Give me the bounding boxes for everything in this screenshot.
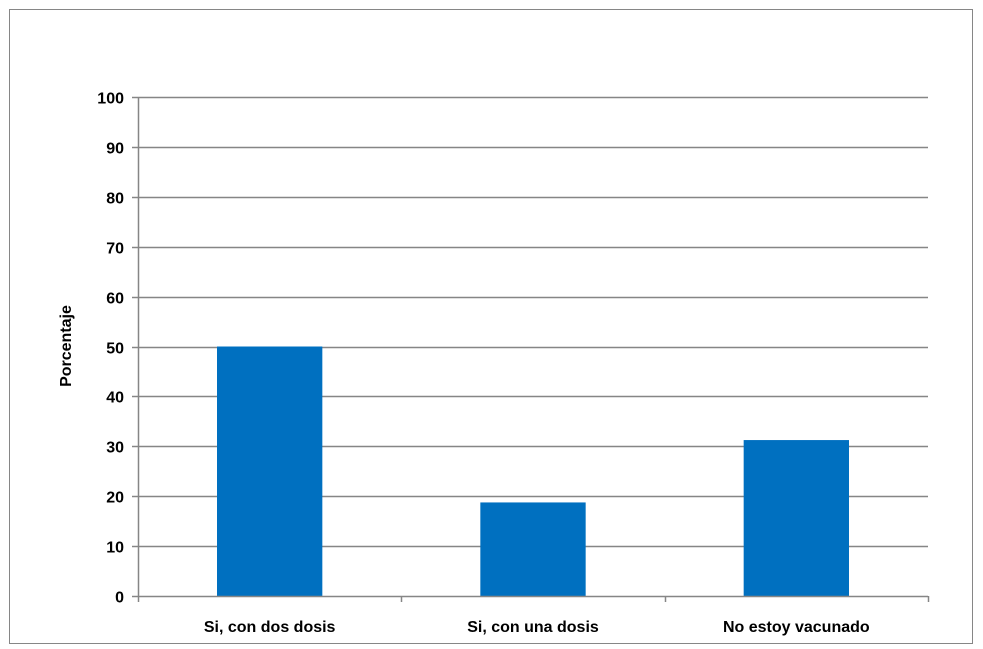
axes (132, 96, 930, 602)
y-axis-title: Porcentaje (58, 305, 75, 387)
y-tick-label: 100 (97, 91, 124, 108)
x-tick-label: No estoy vacunado (723, 619, 870, 636)
x-tick-labels: Si, con dos dosis Si, con una dosis No est… (204, 619, 870, 636)
x-tick-label: Si, con una dosis (467, 619, 599, 636)
bar-2 (480, 502, 586, 596)
y-tick-label: 0 (115, 590, 124, 607)
y-tick-label: 70 (106, 241, 124, 258)
y-tick-label: 20 (106, 490, 124, 507)
y-tick-label: 30 (106, 440, 124, 457)
bar-1 (217, 346, 323, 596)
y-tick-labels: 0 10 20 30 40 50 60 70 80 90 100 (97, 91, 124, 607)
y-tick-label: 10 (106, 540, 124, 557)
y-tick-label: 80 (106, 191, 124, 208)
y-tick-label: 90 (106, 141, 124, 158)
bars (217, 346, 849, 596)
x-tick-label: Si, con dos dosis (204, 619, 336, 636)
bar-3 (743, 440, 849, 596)
y-tick-label: 40 (106, 390, 124, 407)
y-tick-label: 60 (106, 291, 124, 308)
y-tick-label: 50 (106, 341, 124, 358)
